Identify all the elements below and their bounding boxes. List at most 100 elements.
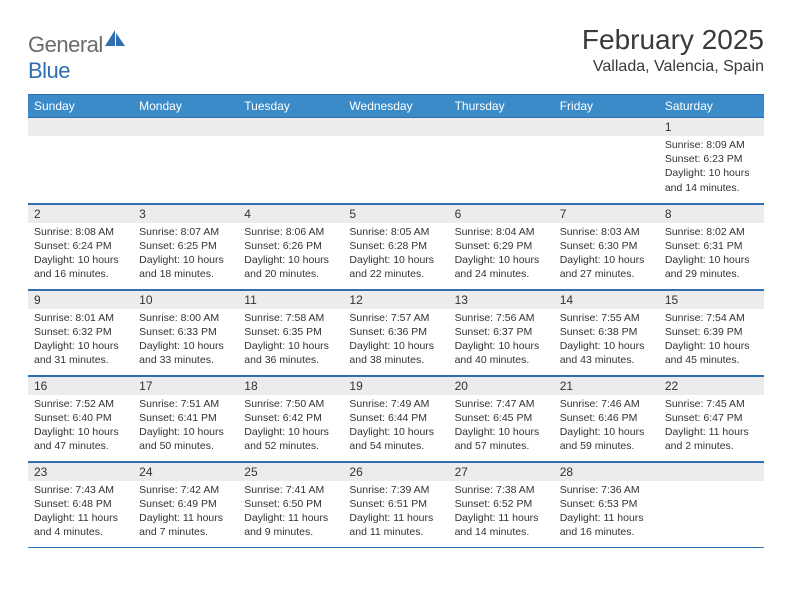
daylight-line: Daylight: 10 hours and 59 minutes. bbox=[560, 425, 653, 453]
brand-text: GeneralBlue bbox=[28, 30, 125, 84]
day-cell bbox=[659, 461, 764, 547]
day-cell: 23Sunrise: 7:43 AMSunset: 6:48 PMDayligh… bbox=[28, 461, 133, 547]
day-details: Sunrise: 7:41 AMSunset: 6:50 PMDaylight:… bbox=[238, 481, 343, 544]
sunset-line: Sunset: 6:50 PM bbox=[244, 497, 337, 511]
day-cell: 12Sunrise: 7:57 AMSunset: 6:36 PMDayligh… bbox=[343, 289, 448, 375]
day-number: 24 bbox=[133, 462, 238, 481]
daylight-line: Daylight: 11 hours and 4 minutes. bbox=[34, 511, 127, 539]
day-cell: 19Sunrise: 7:49 AMSunset: 6:44 PMDayligh… bbox=[343, 375, 448, 461]
day-cell: 16Sunrise: 7:52 AMSunset: 6:40 PMDayligh… bbox=[28, 375, 133, 461]
daylight-line: Daylight: 10 hours and 24 minutes. bbox=[455, 253, 548, 281]
sunrise-line: Sunrise: 7:43 AM bbox=[34, 483, 127, 497]
day-details: Sunrise: 7:56 AMSunset: 6:37 PMDaylight:… bbox=[449, 309, 554, 372]
day-number bbox=[659, 462, 764, 481]
day-cell: 21Sunrise: 7:46 AMSunset: 6:46 PMDayligh… bbox=[554, 375, 659, 461]
sunrise-line: Sunrise: 8:02 AM bbox=[665, 225, 758, 239]
daylight-line: Daylight: 10 hours and 43 minutes. bbox=[560, 339, 653, 367]
sunset-line: Sunset: 6:44 PM bbox=[349, 411, 442, 425]
day-cell bbox=[449, 117, 554, 203]
sunrise-line: Sunrise: 8:00 AM bbox=[139, 311, 232, 325]
daylight-line: Daylight: 10 hours and 18 minutes. bbox=[139, 253, 232, 281]
day-details: Sunrise: 7:55 AMSunset: 6:38 PMDaylight:… bbox=[554, 309, 659, 372]
day-cell bbox=[238, 117, 343, 203]
day-details: Sunrise: 8:00 AMSunset: 6:33 PMDaylight:… bbox=[133, 309, 238, 372]
sunset-line: Sunset: 6:33 PM bbox=[139, 325, 232, 339]
day-cell: 9Sunrise: 8:01 AMSunset: 6:32 PMDaylight… bbox=[28, 289, 133, 375]
day-header: Tuesday bbox=[238, 95, 343, 118]
week-row: 1Sunrise: 8:09 AMSunset: 6:23 PMDaylight… bbox=[28, 117, 764, 203]
daylight-line: Daylight: 10 hours and 16 minutes. bbox=[34, 253, 127, 281]
day-cell: 20Sunrise: 7:47 AMSunset: 6:45 PMDayligh… bbox=[449, 375, 554, 461]
day-number: 15 bbox=[659, 290, 764, 309]
day-number bbox=[238, 117, 343, 136]
sunrise-line: Sunrise: 7:51 AM bbox=[139, 397, 232, 411]
daylight-line: Daylight: 10 hours and 52 minutes. bbox=[244, 425, 337, 453]
sunrise-line: Sunrise: 8:03 AM bbox=[560, 225, 653, 239]
day-number: 22 bbox=[659, 376, 764, 395]
day-cell: 2Sunrise: 8:08 AMSunset: 6:24 PMDaylight… bbox=[28, 203, 133, 289]
sunrise-line: Sunrise: 7:49 AM bbox=[349, 397, 442, 411]
day-number: 14 bbox=[554, 290, 659, 309]
day-number: 20 bbox=[449, 376, 554, 395]
sunset-line: Sunset: 6:24 PM bbox=[34, 239, 127, 253]
sunrise-line: Sunrise: 7:58 AM bbox=[244, 311, 337, 325]
week-row: 23Sunrise: 7:43 AMSunset: 6:48 PMDayligh… bbox=[28, 461, 764, 547]
sunset-line: Sunset: 6:23 PM bbox=[665, 152, 758, 166]
sunset-line: Sunset: 6:45 PM bbox=[455, 411, 548, 425]
day-cell: 18Sunrise: 7:50 AMSunset: 6:42 PMDayligh… bbox=[238, 375, 343, 461]
sunrise-line: Sunrise: 7:46 AM bbox=[560, 397, 653, 411]
sunrise-line: Sunrise: 7:57 AM bbox=[349, 311, 442, 325]
sunrise-line: Sunrise: 8:06 AM bbox=[244, 225, 337, 239]
daylight-line: Daylight: 10 hours and 33 minutes. bbox=[139, 339, 232, 367]
day-details: Sunrise: 7:45 AMSunset: 6:47 PMDaylight:… bbox=[659, 395, 764, 458]
day-details: Sunrise: 7:38 AMSunset: 6:52 PMDaylight:… bbox=[449, 481, 554, 544]
day-details: Sunrise: 8:01 AMSunset: 6:32 PMDaylight:… bbox=[28, 309, 133, 372]
sunset-line: Sunset: 6:36 PM bbox=[349, 325, 442, 339]
day-number: 3 bbox=[133, 204, 238, 223]
day-number: 4 bbox=[238, 204, 343, 223]
sunset-line: Sunset: 6:35 PM bbox=[244, 325, 337, 339]
daylight-line: Daylight: 10 hours and 45 minutes. bbox=[665, 339, 758, 367]
sunrise-line: Sunrise: 7:39 AM bbox=[349, 483, 442, 497]
day-details: Sunrise: 8:02 AMSunset: 6:31 PMDaylight:… bbox=[659, 223, 764, 286]
day-cell: 28Sunrise: 7:36 AMSunset: 6:53 PMDayligh… bbox=[554, 461, 659, 547]
day-details: Sunrise: 7:51 AMSunset: 6:41 PMDaylight:… bbox=[133, 395, 238, 458]
sunset-line: Sunset: 6:52 PM bbox=[455, 497, 548, 511]
day-details: Sunrise: 8:06 AMSunset: 6:26 PMDaylight:… bbox=[238, 223, 343, 286]
daylight-line: Daylight: 10 hours and 40 minutes. bbox=[455, 339, 548, 367]
day-cell: 26Sunrise: 7:39 AMSunset: 6:51 PMDayligh… bbox=[343, 461, 448, 547]
sunset-line: Sunset: 6:39 PM bbox=[665, 325, 758, 339]
calendar-body: 1Sunrise: 8:09 AMSunset: 6:23 PMDaylight… bbox=[28, 117, 764, 547]
day-cell: 8Sunrise: 8:02 AMSunset: 6:31 PMDaylight… bbox=[659, 203, 764, 289]
day-number bbox=[343, 117, 448, 136]
day-number: 26 bbox=[343, 462, 448, 481]
day-details: Sunrise: 7:47 AMSunset: 6:45 PMDaylight:… bbox=[449, 395, 554, 458]
day-number: 12 bbox=[343, 290, 448, 309]
day-details: Sunrise: 7:49 AMSunset: 6:44 PMDaylight:… bbox=[343, 395, 448, 458]
day-cell: 11Sunrise: 7:58 AMSunset: 6:35 PMDayligh… bbox=[238, 289, 343, 375]
day-details: Sunrise: 7:52 AMSunset: 6:40 PMDaylight:… bbox=[28, 395, 133, 458]
day-cell: 24Sunrise: 7:42 AMSunset: 6:49 PMDayligh… bbox=[133, 461, 238, 547]
sunset-line: Sunset: 6:49 PM bbox=[139, 497, 232, 511]
day-header: Friday bbox=[554, 95, 659, 118]
week-row: 2Sunrise: 8:08 AMSunset: 6:24 PMDaylight… bbox=[28, 203, 764, 289]
week-row: 16Sunrise: 7:52 AMSunset: 6:40 PMDayligh… bbox=[28, 375, 764, 461]
sunset-line: Sunset: 6:38 PM bbox=[560, 325, 653, 339]
brand-part1: General bbox=[28, 32, 103, 57]
day-header: Thursday bbox=[449, 95, 554, 118]
day-cell: 6Sunrise: 8:04 AMSunset: 6:29 PMDaylight… bbox=[449, 203, 554, 289]
day-cell: 14Sunrise: 7:55 AMSunset: 6:38 PMDayligh… bbox=[554, 289, 659, 375]
daylight-line: Daylight: 10 hours and 50 minutes. bbox=[139, 425, 232, 453]
day-cell: 4Sunrise: 8:06 AMSunset: 6:26 PMDaylight… bbox=[238, 203, 343, 289]
title-block: February 2025 Vallada, Valencia, Spain bbox=[582, 24, 764, 76]
daylight-line: Daylight: 11 hours and 11 minutes. bbox=[349, 511, 442, 539]
day-cell: 17Sunrise: 7:51 AMSunset: 6:41 PMDayligh… bbox=[133, 375, 238, 461]
day-number: 27 bbox=[449, 462, 554, 481]
day-number: 6 bbox=[449, 204, 554, 223]
daylight-line: Daylight: 10 hours and 29 minutes. bbox=[665, 253, 758, 281]
sunrise-line: Sunrise: 7:55 AM bbox=[560, 311, 653, 325]
day-cell: 7Sunrise: 8:03 AMSunset: 6:30 PMDaylight… bbox=[554, 203, 659, 289]
sunset-line: Sunset: 6:30 PM bbox=[560, 239, 653, 253]
day-cell: 15Sunrise: 7:54 AMSunset: 6:39 PMDayligh… bbox=[659, 289, 764, 375]
day-cell: 22Sunrise: 7:45 AMSunset: 6:47 PMDayligh… bbox=[659, 375, 764, 461]
